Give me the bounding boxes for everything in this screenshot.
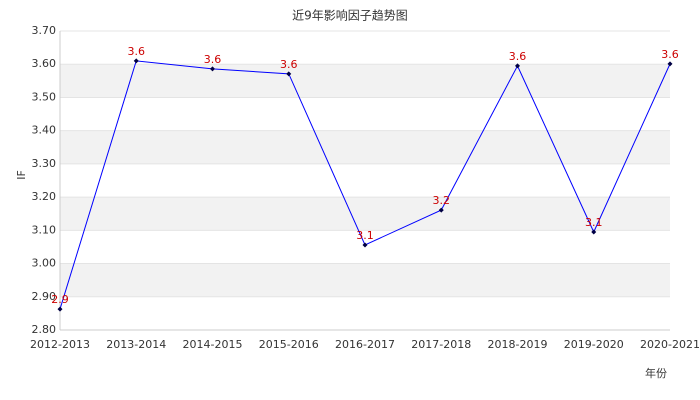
x-tick-label: 2014-2015 [183, 338, 243, 351]
marker [591, 229, 597, 235]
y-axis-label: IF [15, 170, 28, 180]
x-tick-label: 2020-2021 [640, 338, 700, 351]
marker [515, 63, 520, 69]
y-tick-label: 3.10 [32, 223, 57, 236]
x-tick-label: 2019-2020 [564, 338, 624, 351]
y-tick-label: 3.30 [32, 157, 57, 170]
data-label: 2.9 [51, 293, 69, 306]
marker [210, 66, 215, 72]
data-label: 3.2 [433, 194, 451, 207]
grid-band [60, 130, 670, 164]
y-tick-label: 3.20 [32, 190, 57, 203]
marker [133, 58, 139, 64]
data-label: 3.1 [356, 229, 374, 242]
data-label: 3.6 [661, 48, 679, 61]
grid-band [60, 263, 670, 297]
y-tick-label: 3.70 [32, 24, 57, 37]
chart-title: 近9年影响因子趋势图 [292, 8, 408, 23]
x-tick-label: 2018-2019 [488, 338, 548, 351]
marker [57, 306, 63, 312]
y-tick-label: 3.40 [32, 124, 57, 137]
grid-band [60, 64, 670, 98]
x-tick-label: 2016-2017 [335, 338, 395, 351]
x-axis-label: 年份 [645, 366, 667, 380]
data-label: 3.6 [509, 50, 527, 63]
x-tick-label: 2012-2013 [30, 338, 90, 351]
y-tick-label: 3.50 [32, 90, 57, 103]
y-tick-label: 3.60 [32, 57, 57, 70]
y-tick-label: 2.80 [32, 323, 57, 336]
data-label: 3.6 [280, 58, 298, 71]
data-label: 3.6 [128, 45, 146, 58]
marker [438, 207, 444, 213]
marker [362, 242, 368, 248]
marker [667, 61, 673, 67]
data-label: 3.1 [585, 216, 603, 229]
x-tick-label: 2015-2016 [259, 338, 319, 351]
y-tick-label: 3.00 [32, 257, 57, 270]
marker [286, 71, 292, 77]
data-label: 3.6 [204, 53, 222, 66]
x-tick-label: 2017-2018 [411, 338, 471, 351]
x-tick-label: 2013-2014 [106, 338, 166, 351]
grid-band [60, 197, 670, 231]
y-tick-label: 2.90 [32, 290, 57, 303]
